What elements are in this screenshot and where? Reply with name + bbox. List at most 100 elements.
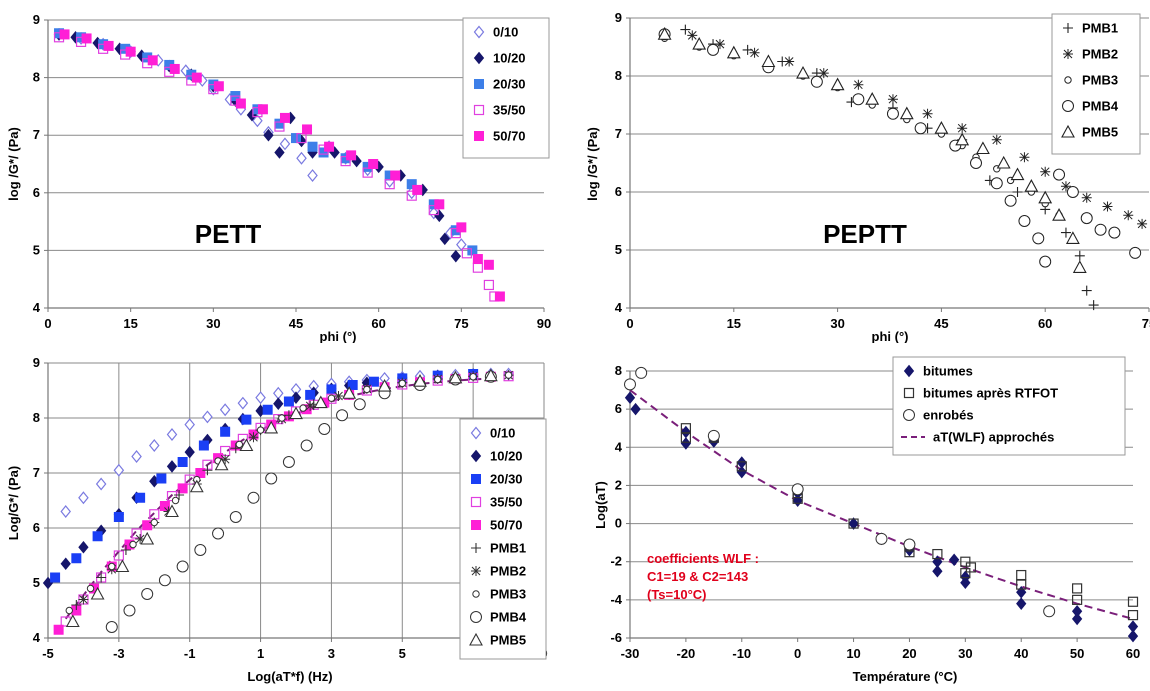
- data-point: [1081, 192, 1092, 203]
- data-point: [92, 531, 103, 542]
- data-point: [853, 79, 864, 90]
- legend-item: PMB5: [469, 633, 526, 648]
- data-point: [278, 414, 286, 422]
- legend-label: PMB4: [490, 610, 527, 625]
- data-point: [810, 75, 823, 88]
- data-point: [120, 545, 131, 555]
- data-point: [71, 600, 82, 610]
- data-point: [113, 550, 124, 561]
- legend-marker: [471, 520, 481, 530]
- data-point: [450, 228, 461, 239]
- data-point: [65, 606, 73, 615]
- y-tick-label: 7: [615, 126, 622, 141]
- data-point: [169, 63, 180, 74]
- legend-marker: [1063, 49, 1073, 59]
- data-point: [177, 483, 188, 494]
- data-point: [131, 450, 142, 463]
- data-point: [256, 426, 265, 434]
- y-axis-label: log /G*/ (Pa): [6, 127, 21, 201]
- legend-label: PMB1: [490, 541, 526, 556]
- data-point: [273, 397, 284, 410]
- data-point: [965, 562, 977, 573]
- y-tick-label: 9: [33, 12, 40, 27]
- data-point: [214, 457, 229, 471]
- x-tick-label: 30: [206, 316, 220, 331]
- data-point: [1072, 583, 1083, 594]
- legend: PMB1 PMB2 PMB3 PMB4 PMB5: [1051, 13, 1141, 155]
- data-point: [991, 134, 1002, 145]
- x-tick-label: -20: [676, 646, 695, 661]
- data-point: [141, 588, 154, 600]
- legend-item: 0/10: [470, 426, 515, 441]
- data-point: [875, 532, 888, 545]
- data-point: [257, 104, 268, 115]
- data-point: [624, 378, 636, 391]
- x-tick-label: 40: [1014, 646, 1028, 661]
- data-point: [932, 548, 943, 560]
- data-point: [171, 496, 180, 505]
- y-tick-label: 0: [615, 516, 622, 531]
- x-tick-label: 0: [626, 316, 633, 331]
- data-point: [865, 92, 880, 105]
- data-point: [434, 199, 445, 210]
- data-point: [174, 490, 185, 500]
- data-point: [131, 528, 142, 539]
- y-tick-label: 4: [33, 300, 41, 315]
- data-point: [461, 248, 472, 259]
- x-tick-label: 20: [902, 646, 916, 661]
- data-point: [796, 65, 810, 79]
- data-point: [469, 373, 477, 381]
- legend-item: 50/70: [474, 129, 526, 144]
- legend-label: PMB2: [490, 564, 526, 579]
- data-point: [887, 94, 898, 105]
- x-tick-label: 50: [1070, 646, 1084, 661]
- y-axis-label: Log/G*/ (Pa): [6, 466, 21, 540]
- legend-marker: [1063, 23, 1073, 33]
- x-tick-label: 10: [846, 646, 860, 661]
- data-point: [60, 505, 71, 518]
- data-point: [194, 544, 207, 556]
- data-point: [955, 132, 970, 146]
- data-point: [736, 465, 747, 479]
- series-pmb1: [71, 371, 496, 610]
- legend-label: PMB3: [490, 587, 526, 602]
- chart-pett: 4 5 6 7 8 9 0 15 30 45 60 75 90 phi (°) log /G*/ (Pa) P…: [0, 0, 575, 344]
- data-point: [368, 376, 379, 387]
- data-point: [340, 156, 351, 167]
- data-point: [296, 132, 307, 144]
- x-axis-label: Log(aT*f) (Hz): [247, 669, 332, 684]
- data-point: [300, 439, 313, 452]
- data-point: [687, 30, 698, 41]
- data-point: [195, 468, 206, 478]
- data-point: [886, 107, 899, 120]
- legend-item: enrobés: [903, 408, 974, 423]
- data-point: [726, 45, 741, 59]
- data-point: [1043, 605, 1056, 618]
- data-point: [158, 574, 171, 587]
- legend-item: PMB2: [1063, 47, 1118, 62]
- x-tick-label: 60: [1038, 316, 1052, 331]
- data-point: [975, 141, 990, 155]
- legend-item: 10/20: [470, 449, 523, 464]
- data-point: [213, 81, 224, 92]
- series-pmb3: [65, 371, 513, 615]
- legend-marker: [471, 543, 481, 553]
- data-point: [467, 245, 478, 256]
- legend-label: 0/10: [493, 25, 518, 40]
- x-tick-label: 5: [399, 646, 406, 661]
- x-tick-label: 75: [454, 316, 468, 331]
- legend-label: bitumes: [923, 364, 973, 379]
- data-point: [903, 538, 916, 551]
- data-point: [1129, 246, 1142, 259]
- data-point: [135, 534, 146, 544]
- series-pmb5: [657, 27, 1087, 273]
- x-tick-label: 90: [537, 316, 551, 331]
- data-point: [848, 517, 859, 530]
- data-point: [202, 465, 213, 476]
- data-point: [1016, 579, 1027, 590]
- data-point: [456, 222, 467, 233]
- data-point: [1127, 629, 1139, 643]
- x-tick-label: 3: [328, 646, 335, 661]
- data-point: [1012, 187, 1023, 197]
- data-point: [1060, 227, 1071, 238]
